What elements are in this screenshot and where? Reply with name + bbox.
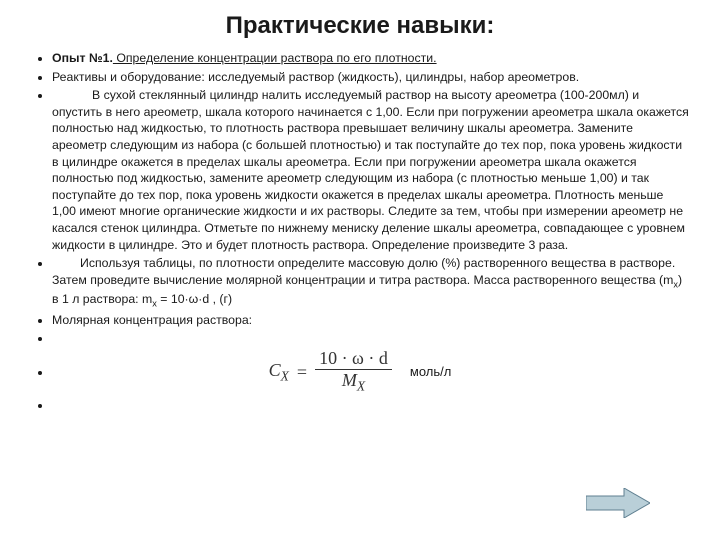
bullet-materials: Реактивы и оборудование: исследуемый рас…	[52, 69, 690, 86]
bullet-procedure: В сухой стеклянный цилиндр налить исслед…	[52, 87, 690, 253]
bullet-experiment-1: Опыт №1. Определение концентрации раство…	[52, 50, 690, 67]
bullet-empty	[52, 397, 690, 414]
formula-M: M	[342, 370, 357, 390]
experiment-label: Опыт №1.	[52, 51, 113, 65]
formula-C: C	[269, 360, 281, 380]
calc-text-1: Используя таблицы, по плотности определи…	[52, 256, 675, 287]
procedure-text: В сухой стеклянный цилиндр налить исслед…	[52, 88, 689, 251]
formula-fraction: 10 · ω · d MX	[315, 349, 392, 395]
formula-denominator: MX	[338, 370, 369, 394]
formula-unit: моль/л	[410, 363, 451, 381]
experiment-title: Определение концентрации раствора по его…	[113, 51, 437, 65]
formula-lhs: CX	[269, 358, 289, 386]
bullet-empty	[52, 330, 690, 347]
calc-text-3: = 10·ω·d , (г)	[157, 292, 232, 306]
formula-eq: =	[297, 360, 307, 384]
slide-title: Практические навыки:	[30, 12, 690, 40]
slide: Практические навыки: Опыт №1. Определени…	[0, 0, 720, 540]
bullet-formula: CX = 10 · ω · d MX моль/л	[52, 349, 690, 395]
next-arrow[interactable]	[586, 488, 650, 518]
body-list: Опыт №1. Определение концентрации раство…	[30, 50, 690, 414]
formula-M-sub: X	[357, 379, 365, 394]
formula-row: CX = 10 · ω · d MX моль/л	[30, 349, 690, 395]
arrow-right-icon	[586, 488, 650, 518]
formula-numerator: 10 · ω · d	[315, 349, 392, 371]
bullet-molar-concentration: Молярная концентрация раствора:	[52, 312, 690, 329]
formula: CX = 10 · ω · d MX	[269, 349, 392, 395]
formula-C-sub: X	[281, 368, 289, 383]
bullet-calculations: Используя таблицы, по плотности определи…	[52, 255, 690, 309]
